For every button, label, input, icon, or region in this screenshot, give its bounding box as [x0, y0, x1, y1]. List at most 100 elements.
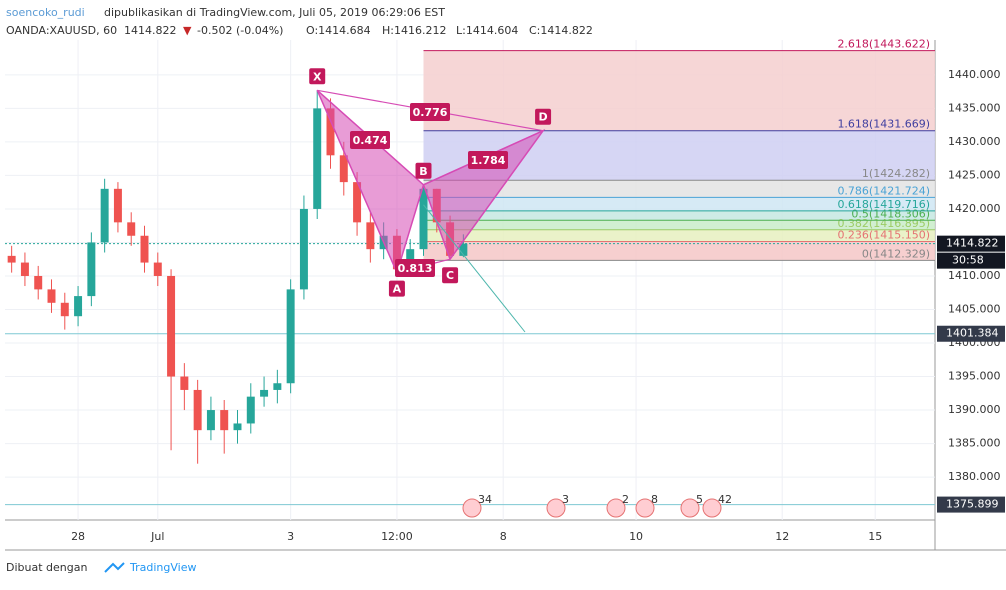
x-tick-label: 12 — [775, 530, 789, 543]
event-flag[interactable] — [680, 498, 700, 518]
candle-body — [167, 275, 176, 377]
fib-band — [423, 197, 935, 211]
candle-body — [60, 302, 69, 317]
candle-body — [34, 275, 43, 290]
candle-body — [419, 188, 428, 250]
x-tick-label: 15 — [868, 530, 882, 543]
x-tick-label: 28 — [71, 530, 85, 543]
ratio-label: 1.784 — [471, 154, 506, 167]
change: -0.502 (-0.04%) — [197, 24, 283, 37]
pattern-point-label: B — [419, 165, 427, 178]
candle-body — [87, 242, 96, 297]
close: C:1414.822 — [529, 24, 593, 37]
candle-body — [326, 108, 335, 156]
low: L:1414.604 — [456, 24, 518, 37]
event-flag[interactable] — [546, 498, 566, 518]
y-tick-label: 1405.000 — [948, 302, 1001, 315]
timer-label: 30:58 — [952, 254, 984, 267]
y-tick-label: 1440.000 — [948, 68, 1001, 81]
candle-body — [74, 296, 83, 317]
y-tick-label: 1390.000 — [948, 403, 1001, 416]
fib-band — [423, 241, 935, 261]
candle-body — [113, 188, 122, 223]
y-tick-label: 1380.000 — [948, 470, 1001, 483]
high: H:1416.212 — [382, 24, 446, 37]
ratio-box — [350, 131, 390, 149]
candle-body — [20, 262, 29, 276]
event-count[interactable]: 5 — [696, 493, 703, 506]
pattern-point-box — [415, 162, 432, 179]
y-tick-label: 1425.000 — [948, 168, 1001, 181]
timer-tag — [937, 252, 1005, 269]
arrow: ▼ — [183, 24, 192, 37]
fib-label: 0.786(1421.724) — [837, 184, 930, 197]
fib-band — [423, 50, 935, 131]
x-tick-label: 3 — [287, 530, 294, 543]
x-tick-label: 8 — [500, 530, 507, 543]
ratio-label: 0.474 — [353, 134, 388, 147]
event-flag[interactable] — [606, 498, 626, 518]
y-tick-label: 1420.000 — [948, 202, 1001, 215]
candle-body — [260, 389, 269, 397]
candle-body — [246, 396, 255, 424]
candle-body — [313, 108, 322, 209]
ratio-label: 0.776 — [413, 106, 448, 119]
event-count[interactable]: 34 — [478, 493, 492, 506]
pattern-point-label: X — [313, 70, 322, 83]
pattern-point-label: A — [393, 283, 402, 296]
open: O:1414.684 — [306, 24, 371, 37]
candle-body — [366, 222, 375, 250]
event-count[interactable]: 2 — [622, 493, 629, 506]
event-count[interactable]: 3 — [562, 493, 569, 506]
price-tag — [937, 235, 1005, 252]
pattern-point-box — [388, 280, 405, 297]
fib-label: 0(1412.329) — [862, 247, 930, 260]
fib-band — [423, 220, 935, 230]
pattern-point-box — [309, 68, 326, 85]
pattern-point-box — [442, 267, 459, 284]
x-tick-label: Jul — [150, 530, 164, 543]
trend-line — [423, 204, 526, 333]
x-tick-label: 10 — [629, 530, 643, 543]
event-count[interactable]: 8 — [651, 493, 658, 506]
event-flag[interactable] — [702, 498, 722, 518]
last: 1414.822 — [124, 24, 177, 37]
event-flag[interactable] — [635, 498, 655, 518]
footer-text: Dibuat dengan — [6, 561, 87, 574]
candle-body — [153, 262, 162, 276]
chart: 1380.0001385.0001390.0001395.0001400.000… — [5, 38, 1005, 543]
fib-label: 0.236(1415.150) — [837, 228, 930, 241]
event-flag[interactable] — [462, 498, 482, 518]
candle-body — [339, 155, 348, 183]
price-tag-label: 1401.384 — [946, 327, 999, 340]
fib-band — [423, 229, 935, 242]
candle-body — [233, 423, 242, 431]
ratio-box — [468, 151, 508, 169]
event-count[interactable]: 42 — [718, 493, 732, 506]
y-tick-label: 1430.000 — [948, 135, 1001, 148]
candle-body — [286, 289, 295, 384]
symbol: OANDA:XAUUSD, 60 — [6, 24, 117, 37]
fib-band — [423, 210, 935, 221]
candle-body — [180, 376, 189, 390]
fib-label: 2.618(1443.622) — [837, 38, 930, 51]
ratio-box — [395, 259, 435, 277]
price-tag-label: 1375.899 — [946, 498, 999, 511]
author[interactable]: soencoko_rudi — [6, 6, 85, 19]
pattern-point-label: D — [539, 111, 548, 124]
pattern-point-box — [535, 108, 552, 125]
brand-logo — [104, 562, 125, 573]
candle-body — [127, 222, 136, 236]
candle-body — [220, 410, 229, 431]
y-tick-label: 1435.000 — [948, 101, 1001, 114]
pattern-point-label: C — [446, 269, 454, 282]
candle-body — [100, 188, 109, 243]
price-tag — [937, 496, 1005, 513]
candle-body — [193, 389, 202, 431]
footer-brand[interactable]: TradingView — [129, 561, 196, 574]
ratio-box — [410, 103, 450, 121]
published: dipublikasikan di TradingView.com, Juli … — [104, 6, 445, 19]
price-tag-label: 1414.822 — [946, 237, 999, 250]
candle-body — [459, 243, 468, 256]
